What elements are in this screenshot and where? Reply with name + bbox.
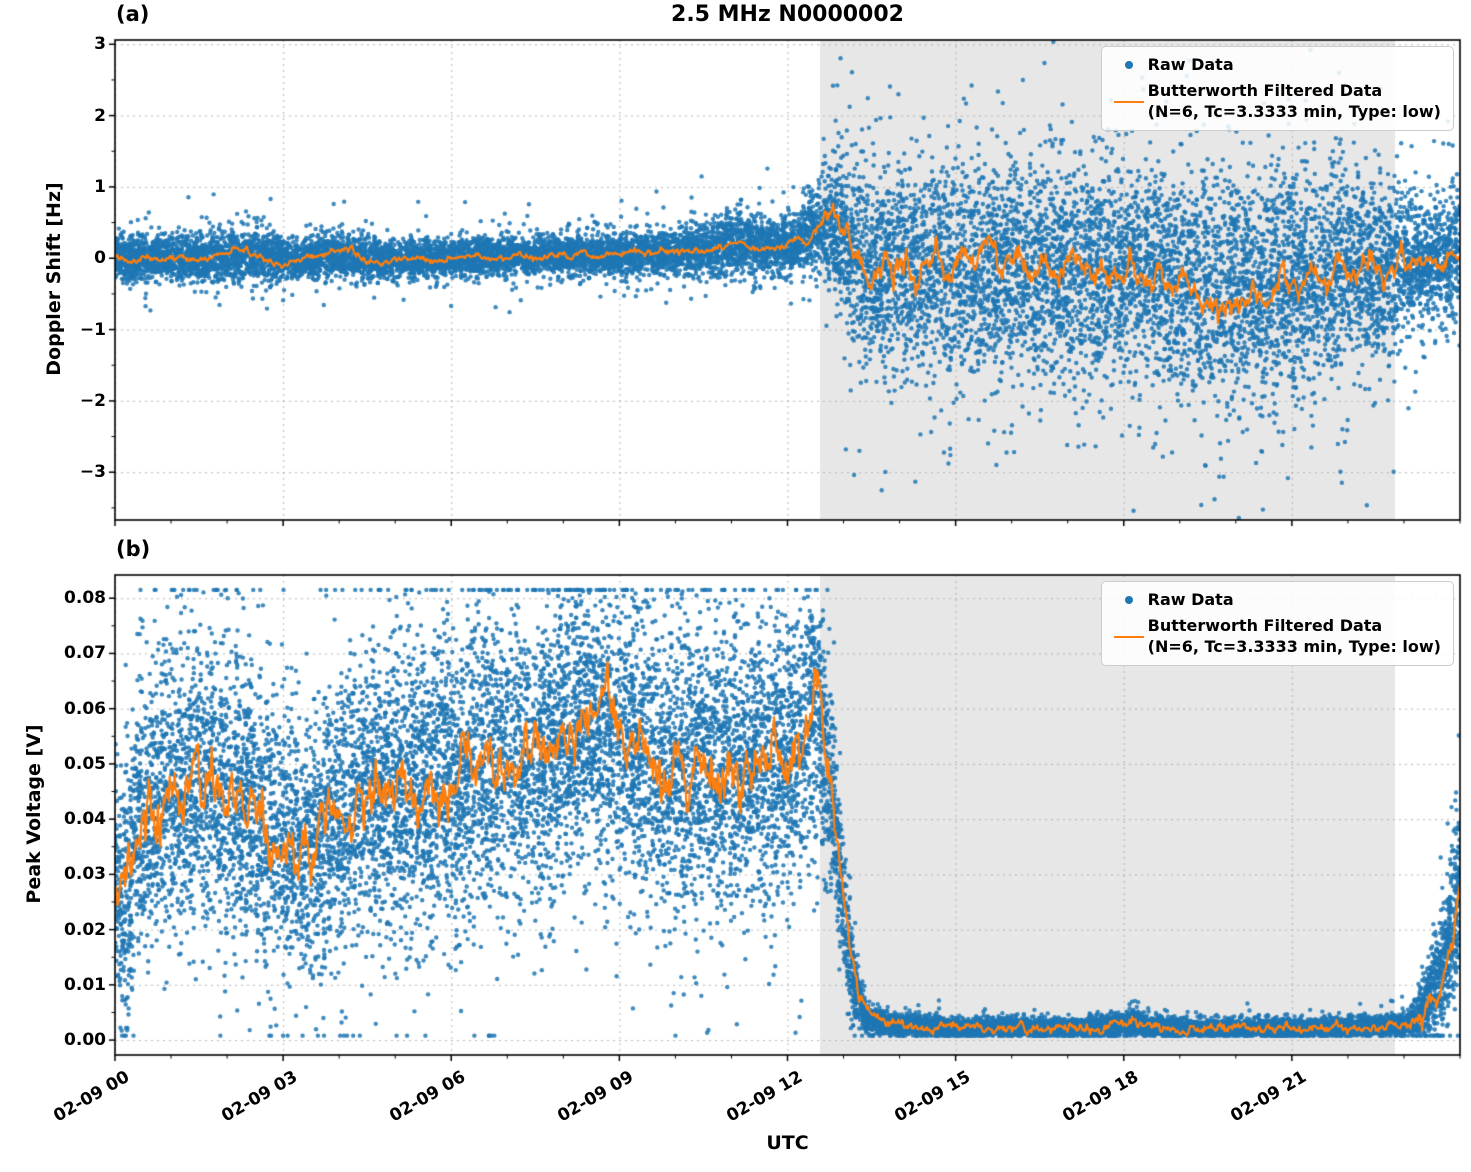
panel-a-label: (a) bbox=[116, 2, 150, 26]
y-tick-label: 0.00 bbox=[64, 1030, 106, 1051]
raw-data-marker-icon bbox=[1110, 596, 1148, 605]
legend-raw-label: Raw Data bbox=[1147, 590, 1234, 609]
panel-b-label: (b) bbox=[116, 537, 151, 561]
legend-filtered-line1: Butterworth Filtered Data bbox=[1147, 80, 1383, 100]
legend-raw-label: Raw Data bbox=[1147, 55, 1234, 74]
y-tick-label: 0.07 bbox=[64, 643, 106, 664]
y-tick-label: −3 bbox=[79, 462, 106, 483]
legend-filtered-line2: (N=6, Tc=3.3333 min, Type: low) bbox=[1147, 636, 1441, 656]
y-tick-label: 0.05 bbox=[64, 753, 106, 774]
y-tick-label: −2 bbox=[79, 390, 106, 411]
raw-data-marker-icon bbox=[1110, 61, 1148, 70]
legend-filtered-line2: (N=6, Tc=3.3333 min, Type: low) bbox=[1147, 101, 1441, 121]
legend-panel-b: Raw Data Butterworth Filtered Data (N=6, … bbox=[1100, 581, 1454, 667]
filtered-line-marker-icon bbox=[1110, 635, 1148, 638]
y-tick-label: 1 bbox=[94, 176, 106, 197]
y-tick-label: 0 bbox=[94, 248, 106, 269]
y-tick-label: 0.08 bbox=[64, 588, 106, 609]
y-tick-label: −1 bbox=[79, 319, 106, 340]
legend-row-raw: Raw Data bbox=[1110, 590, 1441, 611]
y-tick-label: 0.04 bbox=[64, 809, 106, 830]
chart-title: 2.5 MHz N0000002 bbox=[671, 2, 904, 27]
legend-row-raw: Raw Data bbox=[1110, 55, 1441, 76]
legend-row-filtered: Butterworth Filtered Data (N=6, Tc=3.3333… bbox=[1110, 616, 1441, 658]
legend-filtered-label: Butterworth Filtered Data (N=6, Tc=3.3333… bbox=[1148, 81, 1441, 123]
filtered-line-marker-icon bbox=[1110, 100, 1148, 103]
y-tick-label: 0.03 bbox=[64, 864, 106, 885]
panel-a-y-axis-label: Doppler Shift [Hz] bbox=[43, 182, 65, 376]
panel-b-y-axis-label: Peak Voltage [V] bbox=[23, 724, 45, 904]
legend-panel-a: Raw Data Butterworth Filtered Data (N=6, … bbox=[1100, 46, 1454, 132]
y-tick-label: 3 bbox=[94, 34, 106, 55]
legend-filtered-label: Butterworth Filtered Data (N=6, Tc=3.3333… bbox=[1148, 616, 1441, 658]
legend-row-filtered: Butterworth Filtered Data (N=6, Tc=3.3333… bbox=[1110, 81, 1441, 123]
y-tick-label: 0.06 bbox=[64, 698, 106, 719]
y-tick-label: 2 bbox=[94, 105, 106, 126]
y-tick-label: 0.02 bbox=[64, 919, 106, 940]
legend-filtered-line1: Butterworth Filtered Data bbox=[1147, 615, 1383, 635]
y-tick-label: 0.01 bbox=[64, 974, 106, 995]
x-axis-label: UTC bbox=[766, 1132, 809, 1154]
